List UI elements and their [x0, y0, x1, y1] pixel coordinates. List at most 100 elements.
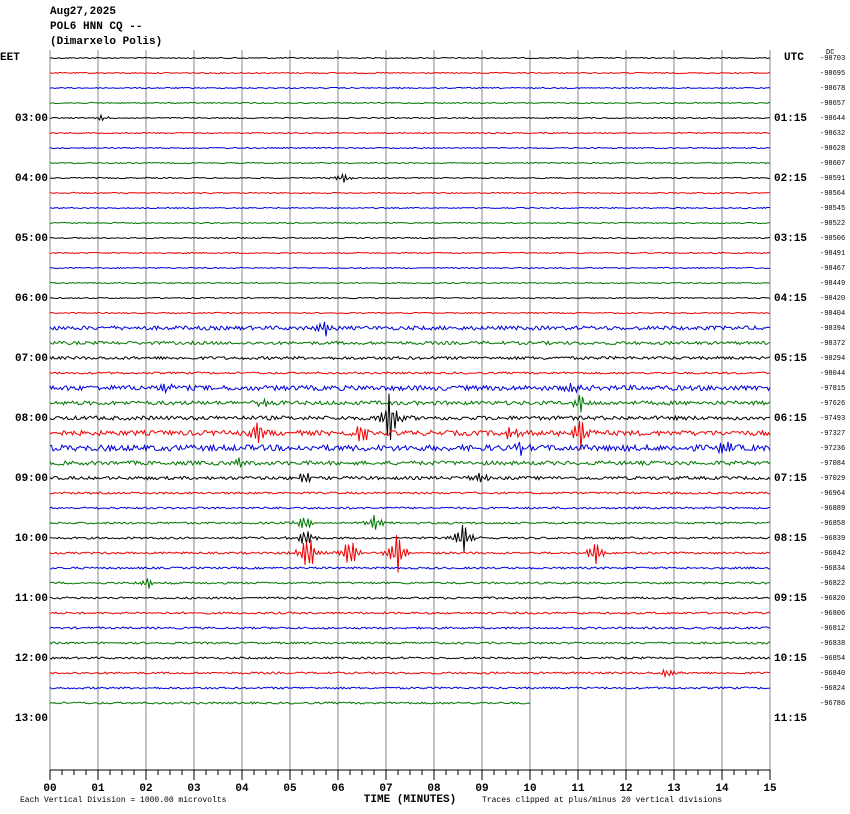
- trace-offset: -98491: [820, 250, 845, 258]
- trace: [49, 472, 771, 484]
- left-label: EET: [0, 52, 20, 64]
- right-time: 07:15: [774, 473, 807, 485]
- trace: [49, 626, 771, 630]
- trace-offset: -98678: [820, 85, 845, 93]
- trace: [49, 221, 771, 225]
- trace-offset: -97084: [820, 460, 845, 468]
- trace: [49, 611, 771, 615]
- trace: [49, 236, 771, 240]
- right-time: 06:15: [774, 413, 807, 425]
- trace: [49, 311, 771, 315]
- trace-offset: -97815: [820, 385, 845, 393]
- trace-offset: -98695: [820, 70, 845, 78]
- trace: [49, 191, 771, 195]
- x-tick-label: 15: [763, 783, 777, 795]
- trace: [49, 340, 771, 346]
- trace: [49, 457, 771, 468]
- trace: [49, 524, 771, 552]
- trace: [49, 101, 771, 105]
- clip-note: Traces clipped at plus/minus 20 vertical…: [482, 796, 722, 805]
- left-time: 06:00: [15, 293, 48, 305]
- trace: [49, 578, 771, 589]
- left-time: 08:00: [15, 413, 48, 425]
- trace: [49, 146, 771, 150]
- trace-offset: -98394: [820, 325, 845, 333]
- trace: [49, 395, 771, 413]
- x-tick-label: 08: [427, 783, 441, 795]
- station: POL6 HNN CQ --: [50, 21, 142, 33]
- right-time: 05:15: [774, 353, 807, 365]
- right-time: 10:15: [774, 653, 807, 665]
- trace: [49, 172, 771, 183]
- right-time: 08:15: [774, 533, 807, 545]
- x-tick-label: 09: [475, 783, 488, 795]
- trace: [49, 420, 771, 450]
- trace-offset: -98703: [820, 55, 845, 63]
- left-time: 09:00: [15, 473, 48, 485]
- x-tick-label: 06: [331, 783, 344, 795]
- x-tick-label: 07: [379, 783, 392, 795]
- trace-offset: -98467: [820, 265, 845, 273]
- trace-offset: -96842: [820, 550, 845, 558]
- trace-offset: -98372: [820, 340, 845, 348]
- x-tick-label: 00: [43, 783, 56, 795]
- trace: [49, 251, 771, 255]
- trace: [49, 701, 531, 705]
- x-tick-label: 13: [667, 783, 681, 795]
- x-tick-label: 01: [91, 783, 105, 795]
- trace-offset: -96822: [820, 580, 845, 588]
- trace-offset: -96786: [820, 700, 845, 708]
- left-time: 04:00: [15, 173, 48, 185]
- trace-offset: -98628: [820, 145, 845, 153]
- trace-offset: -96839: [820, 535, 845, 543]
- trace-offset: -98564: [820, 190, 845, 198]
- trace-offset: -98591: [820, 175, 845, 183]
- trace: [49, 161, 771, 165]
- trace: [49, 641, 771, 645]
- trace: [49, 131, 771, 135]
- trace: [49, 86, 771, 90]
- trace: [49, 393, 771, 441]
- trace: [49, 515, 770, 530]
- trace: [49, 321, 771, 337]
- trace-offset: -96858: [820, 520, 845, 528]
- right-time: 11:15: [774, 713, 807, 725]
- trace-offset: -98545: [820, 205, 845, 213]
- right-time: 01:15: [774, 113, 807, 125]
- trace: [49, 686, 771, 690]
- trace-offset: -97493: [820, 415, 845, 423]
- trace: [49, 535, 771, 573]
- trace: [49, 355, 771, 361]
- x-tick-label: 03: [187, 783, 201, 795]
- trace-offset: -96838: [820, 640, 845, 648]
- trace-offset: -98404: [820, 310, 845, 318]
- x-tick-label: 10: [523, 783, 536, 795]
- right-time: 02:15: [774, 173, 807, 185]
- location: (Dimarxelo Polis): [50, 36, 162, 48]
- trace-offset: -96806: [820, 610, 845, 618]
- left-time: 13:00: [15, 713, 48, 725]
- left-time: 03:00: [15, 113, 48, 125]
- x-tick-label: 05: [283, 783, 297, 795]
- trace: [50, 566, 771, 570]
- trace-offset: -97029: [820, 475, 845, 483]
- left-time: 10:00: [15, 533, 48, 545]
- x-tick-label: 11: [571, 783, 585, 795]
- trace: [49, 266, 771, 270]
- x-tick-label: 04: [235, 783, 249, 795]
- trace-offset: -98294: [820, 355, 845, 363]
- right-label: UTC: [784, 52, 804, 64]
- date: Aug27,2025: [50, 6, 116, 18]
- trace-offset: -98449: [820, 280, 845, 288]
- trace: [49, 441, 771, 456]
- x-tick-label: 14: [715, 783, 729, 795]
- right-time: 03:15: [774, 233, 807, 245]
- trace-offset: -96812: [820, 625, 845, 633]
- x-tick-label: 02: [139, 783, 152, 795]
- trace-offset: -96820: [820, 595, 845, 603]
- trace-offset: -96840: [820, 670, 845, 678]
- trace: [49, 656, 771, 660]
- trace: [49, 113, 770, 122]
- trace-offset: -96889: [820, 505, 845, 513]
